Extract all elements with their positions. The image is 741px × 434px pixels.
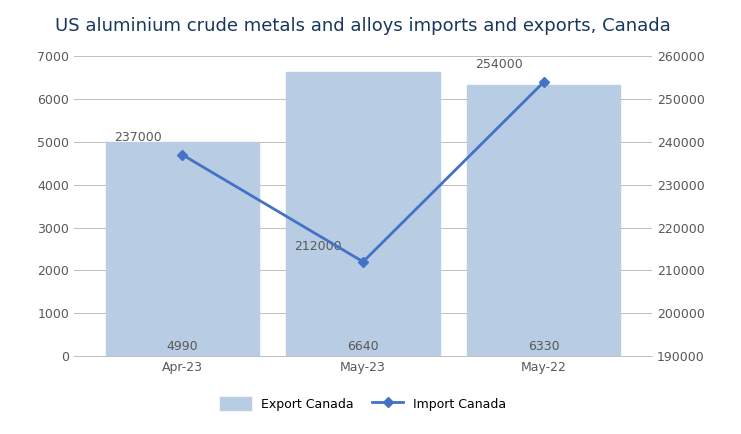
Text: 6640: 6640 bbox=[348, 340, 379, 353]
Import Canada bbox=[539, 79, 548, 85]
Import Canada bbox=[359, 259, 368, 264]
Bar bbox=[286, 72, 440, 356]
Legend: Export Canada, Import Canada: Export Canada, Import Canada bbox=[215, 392, 511, 415]
Bar bbox=[467, 85, 620, 356]
Import Canada bbox=[178, 152, 187, 158]
Text: 6330: 6330 bbox=[528, 340, 559, 353]
Text: 237000: 237000 bbox=[114, 131, 162, 144]
Line: Import Canada: Import Canada bbox=[179, 79, 547, 265]
Title: US aluminium crude metals and alloys imports and exports, Canada: US aluminium crude metals and alloys imp… bbox=[56, 17, 671, 36]
Text: 254000: 254000 bbox=[475, 59, 523, 71]
Text: 212000: 212000 bbox=[294, 240, 342, 253]
Text: 4990: 4990 bbox=[167, 340, 199, 353]
Bar bbox=[106, 142, 259, 356]
